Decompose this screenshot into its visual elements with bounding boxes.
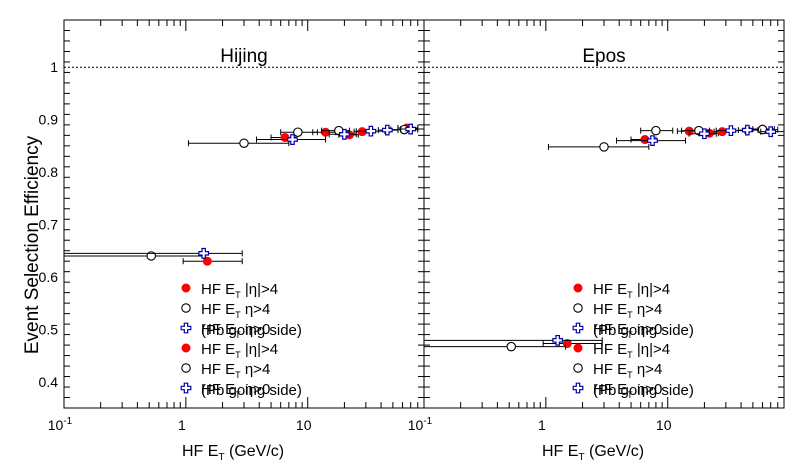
legend-label: HF ET η>4 bbox=[201, 301, 270, 320]
legend-label: (Pb going side) bbox=[593, 382, 694, 399]
series-open-cross bbox=[63, 123, 425, 259]
series-open-circle bbox=[63, 124, 419, 261]
x-tick-label: 10 bbox=[296, 417, 312, 433]
legend-marker bbox=[573, 343, 583, 353]
legend-marker bbox=[180, 382, 192, 394]
legend-label: (Pb going side) bbox=[593, 322, 694, 339]
x-axis-label: HF ET (GeV/c) bbox=[542, 443, 644, 463]
data-point bbox=[339, 128, 350, 140]
data-point bbox=[287, 134, 298, 145]
legend-label: HF ET |η|>4 bbox=[593, 281, 670, 300]
legend-label: (Pb going side) bbox=[201, 382, 302, 399]
legend-marker bbox=[181, 303, 191, 313]
x-tick-label: 10 bbox=[656, 417, 672, 433]
legend-marker bbox=[572, 382, 584, 394]
y-tick-label: 0.5 bbox=[39, 321, 59, 337]
data-point bbox=[146, 251, 157, 261]
y-axis-label: Event Selection Efficiency bbox=[22, 135, 43, 354]
data-point bbox=[765, 126, 777, 138]
legend-label: HF ET η>0 bbox=[593, 381, 662, 400]
legend-marker bbox=[181, 343, 191, 353]
y-tick-label: 0.9 bbox=[39, 112, 59, 128]
data-point bbox=[381, 124, 393, 136]
legend: HF ET |η|>4HF ET η>4HF ET η>0(Pb going s… bbox=[572, 341, 694, 400]
data-point bbox=[699, 128, 710, 140]
data-point bbox=[717, 127, 727, 137]
data-point bbox=[725, 125, 737, 137]
legend-marker bbox=[181, 363, 191, 373]
y-tick-label: 0.7 bbox=[39, 216, 59, 232]
legend: HF ET |η|>4HF ET η>4HF ET η>0(Pb going s… bbox=[180, 281, 302, 340]
data-point bbox=[651, 125, 661, 136]
legend: HF ET |η|>4HF ET η>4HF ET η>0(Pb going s… bbox=[180, 341, 302, 400]
data-point bbox=[293, 127, 303, 137]
data-point bbox=[321, 127, 331, 137]
legend-label: HF ET η>0 bbox=[201, 381, 270, 400]
legend-label: (Pb going side) bbox=[201, 322, 302, 339]
panel-title: Epos bbox=[582, 46, 625, 67]
legend-marker bbox=[573, 283, 583, 293]
y-tick-label: 0.8 bbox=[39, 164, 59, 180]
data-point bbox=[357, 127, 367, 137]
x-tick-label: 1 bbox=[538, 417, 546, 433]
chart-panel-0: 10-1 1 10 0.4 0.5 0.6 0.7 0.8 0.9 1 Hijing HF ET (G… bbox=[39, 19, 425, 463]
legend-label: HF ET η>0 bbox=[201, 321, 270, 340]
data-point bbox=[506, 341, 517, 352]
legend-label: HF ET η>0 bbox=[593, 321, 662, 340]
x-tick-label: 10-1 bbox=[408, 416, 433, 433]
y-tick-label: 0.6 bbox=[39, 269, 59, 285]
data-point bbox=[365, 125, 377, 137]
panels: 10-1 1 10 0.4 0.5 0.6 0.7 0.8 0.9 1 Hijing HF ET (G… bbox=[39, 19, 785, 463]
legend-marker bbox=[573, 303, 583, 313]
legend-marker bbox=[573, 363, 583, 373]
legend: HF ET |η|>4HF ET η>4HF ET η>0(Pb going s… bbox=[572, 281, 694, 340]
x-tick-label: 1 bbox=[178, 417, 186, 433]
legend-label: HF ET η>4 bbox=[593, 301, 662, 320]
data-point bbox=[405, 123, 417, 135]
legend-marker bbox=[180, 322, 192, 334]
data-point bbox=[198, 247, 210, 259]
legend-label: HF ET |η|>4 bbox=[593, 341, 670, 360]
data-point bbox=[239, 138, 249, 148]
data-point bbox=[647, 135, 658, 146]
legend-label: HF ET |η|>4 bbox=[201, 341, 278, 360]
legend-marker bbox=[572, 322, 584, 334]
data-point bbox=[202, 256, 212, 266]
y-tick-label: 1 bbox=[50, 59, 58, 75]
x-tick-label: 10-1 bbox=[48, 416, 73, 433]
legend-marker bbox=[181, 283, 191, 293]
x-axis-label: HF ET (GeV/c) bbox=[182, 443, 284, 463]
series-filled-circle bbox=[182, 123, 419, 266]
data-point bbox=[552, 334, 564, 346]
legend-label: HF ET η>4 bbox=[201, 361, 270, 380]
series-open-cross bbox=[423, 124, 785, 346]
legend-label: HF ET |η|>4 bbox=[201, 281, 278, 300]
data-point bbox=[741, 124, 753, 136]
panel-title: Hijing bbox=[220, 46, 268, 67]
data-point bbox=[599, 142, 609, 152]
legend-label: HF ET η>4 bbox=[593, 361, 662, 380]
y-tick-label: 0.4 bbox=[39, 374, 59, 390]
